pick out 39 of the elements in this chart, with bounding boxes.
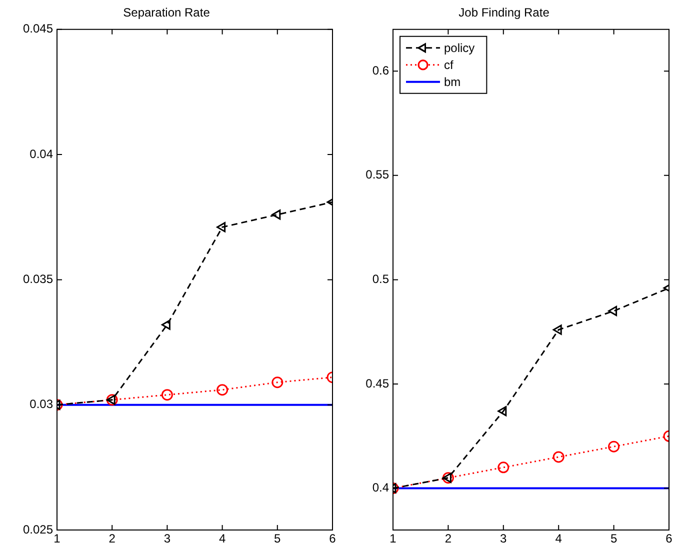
x-tick-label: 3 — [500, 532, 508, 546]
x-tick-label: 3 — [164, 532, 171, 546]
point — [608, 306, 618, 316]
x-tick-label: 6 — [329, 532, 336, 546]
x-tick-label: 1 — [390, 532, 397, 546]
x-tick-label: 4 — [218, 532, 226, 546]
point — [161, 320, 170, 330]
x-tick-label: 2 — [444, 532, 452, 546]
legend-label: policy — [444, 41, 475, 56]
y-tick-label: 0.035 — [22, 272, 54, 286]
point — [498, 406, 507, 416]
y-tick-label: 0.025 — [22, 522, 54, 536]
legend-label: bm — [444, 75, 461, 90]
point — [552, 324, 562, 335]
x-tick-label: 5 — [274, 532, 282, 546]
point — [216, 384, 228, 396]
legend-label: cf — [444, 58, 454, 72]
point — [216, 222, 226, 232]
y-tick-label: 0.55 — [366, 168, 390, 182]
chart-title: Separation Rate — [123, 6, 210, 20]
y-tick-label: 0.6 — [372, 63, 390, 78]
x-tick-label: 2 — [108, 532, 116, 546]
y-tick-label: 0.045 — [22, 22, 54, 36]
x-tick-label: 5 — [610, 532, 618, 546]
point — [442, 472, 454, 484]
x-tick-label: 1 — [54, 532, 61, 546]
chart-title: Job Finding Rate — [458, 6, 550, 20]
y-tick-label: 0.45 — [366, 376, 390, 390]
y-tick-label: 0.5 — [372, 272, 390, 286]
x-tick-label: 4 — [555, 532, 562, 546]
point — [552, 451, 564, 463]
point — [272, 210, 281, 220]
y-tick-label: 0.4 — [372, 480, 390, 495]
x-tick-label: 6 — [666, 532, 673, 546]
y-tick-label: 0.03 — [30, 397, 54, 412]
y-tick-label: 0.04 — [30, 146, 54, 161]
point — [498, 462, 510, 474]
point — [161, 389, 173, 401]
point — [106, 394, 118, 406]
